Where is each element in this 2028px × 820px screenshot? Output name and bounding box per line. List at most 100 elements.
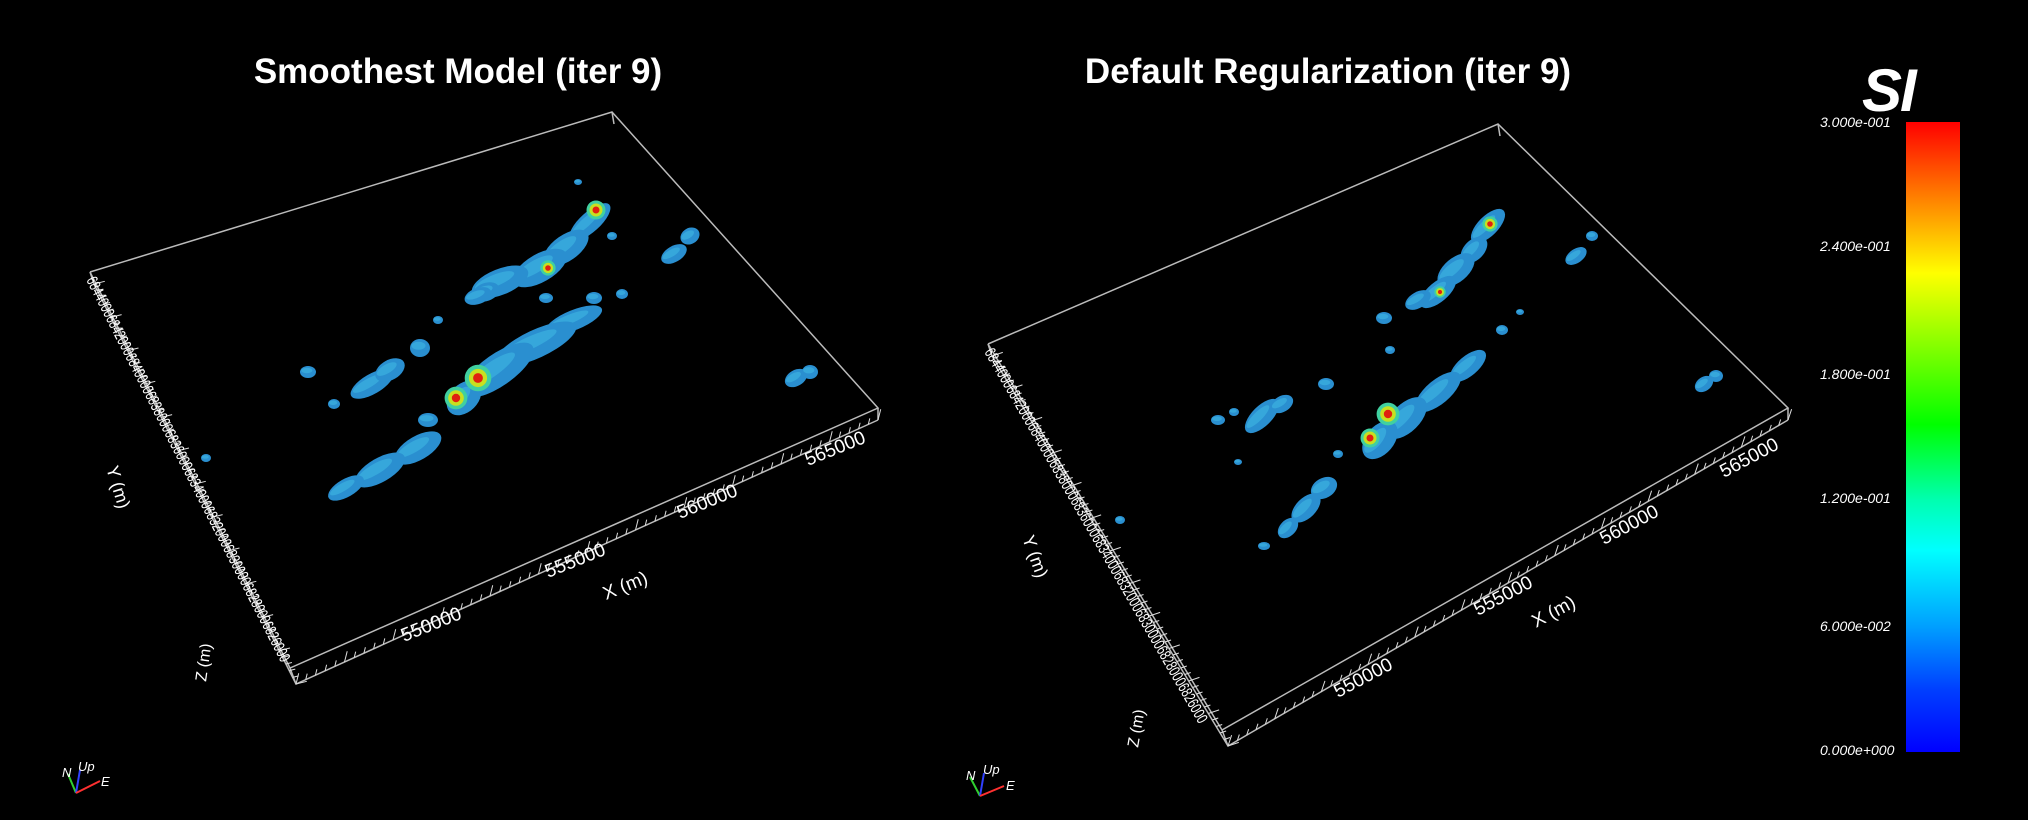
axis-tick <box>282 655 289 658</box>
left-anomaly-bodies <box>201 179 818 501</box>
axis-tick <box>838 431 842 438</box>
axis-tick <box>1647 490 1653 502</box>
axis-tick <box>1035 425 1042 428</box>
axis-tick <box>1619 511 1623 518</box>
anomaly-body-highlight <box>201 455 209 459</box>
anomaly-body-highlight <box>352 374 383 393</box>
anomaly-body-highlight <box>1710 371 1720 378</box>
left-x-axis-ticks <box>295 409 882 685</box>
axis-tick <box>625 528 628 535</box>
axis-tick <box>215 522 222 525</box>
axis-tick <box>231 555 239 558</box>
right-3d-view[interactable]: 550000 555000 560000 565000 X (m) 684400… <box>966 123 1793 797</box>
axis-tick <box>761 466 764 473</box>
axis-tick <box>1098 529 1105 532</box>
axis-tick <box>353 651 357 658</box>
anomaly-body-highlight <box>1406 293 1424 306</box>
axis-tick <box>245 580 257 585</box>
anomaly-peak <box>1487 221 1493 227</box>
anomaly-body-highlight <box>1451 355 1477 377</box>
anomaly-peak <box>545 265 551 271</box>
axis-tick <box>770 462 774 469</box>
axis-tick <box>285 662 293 665</box>
anomaly-body-highlight <box>357 458 393 481</box>
axis-tick <box>1740 436 1746 448</box>
axis-tick <box>272 635 279 638</box>
axis-tick <box>201 495 208 498</box>
anomaly-body-highlight <box>587 293 599 300</box>
axis-tick <box>204 502 212 505</box>
left-3d-view[interactable]: 550000 555000 560000 565000 X (m) 684400… <box>62 111 882 794</box>
axis-tick <box>235 562 242 565</box>
axis-tick <box>1007 379 1014 383</box>
axis-tick <box>460 603 463 610</box>
anomaly-body-highlight <box>1586 232 1596 237</box>
colorbar-tick-min: 0.000e+000 <box>1820 742 1895 758</box>
axis-tick <box>255 602 262 605</box>
right-orient-north: N <box>966 768 976 783</box>
axis-tick <box>1184 672 1191 675</box>
axis-tick <box>644 519 648 526</box>
axis-tick <box>693 497 696 504</box>
axis-tick <box>1358 663 1362 671</box>
axis-tick <box>107 308 114 312</box>
axis-tick <box>421 620 425 627</box>
axis-tick <box>344 651 348 663</box>
axis-tick <box>1703 462 1707 470</box>
axis-tick <box>1554 544 1559 556</box>
axis-tick <box>1090 514 1102 519</box>
left-x-axis-label: X (m) <box>600 568 651 605</box>
anomaly-body-highlight <box>1439 259 1464 281</box>
right-x-tick-label-3: 560000 <box>1596 501 1662 549</box>
axis-tick <box>799 449 803 456</box>
axis-tick <box>741 475 745 482</box>
axis-tick <box>324 664 328 671</box>
anomaly-body-highlight <box>1246 405 1270 428</box>
anomaly-peak <box>1366 434 1374 442</box>
axis-tick <box>1246 728 1250 736</box>
axis-tick <box>1223 737 1231 740</box>
axis-tick <box>1094 522 1101 526</box>
axis-tick <box>1320 680 1326 692</box>
colorbar <box>1906 122 1960 752</box>
axis-tick <box>167 428 175 432</box>
right-y-tick-text: 6844000684200068400006838000683600068340… <box>981 346 1211 727</box>
axis-tick <box>1208 709 1220 714</box>
axis-tick <box>1192 685 1199 688</box>
anomaly-body-highlight <box>433 317 441 321</box>
axis-tick <box>262 614 274 618</box>
axis-tick <box>211 514 223 518</box>
axis-tick <box>1031 416 1043 422</box>
anomaly-body-highlight <box>1695 378 1708 389</box>
axis-tick <box>1432 620 1436 627</box>
axis-tick <box>1666 484 1670 491</box>
axis-tick <box>334 660 337 667</box>
axis-tick <box>664 510 667 517</box>
left-bounding-box <box>89 111 880 685</box>
axis-tick <box>1058 464 1066 467</box>
axis-tick <box>194 480 206 485</box>
anomaly-body-highlight <box>397 437 430 458</box>
axis-tick <box>683 497 688 509</box>
axis-tick <box>1141 600 1148 604</box>
axis-tick <box>1712 457 1716 464</box>
axis-tick <box>238 568 245 572</box>
axis-tick <box>1172 652 1180 656</box>
axis-tick <box>1610 517 1614 524</box>
anomaly-body-highlight <box>301 367 313 374</box>
axis-tick <box>161 414 173 418</box>
anomaly-body-highlight <box>1496 326 1506 331</box>
axis-tick <box>1145 607 1152 610</box>
axis-tick <box>1348 669 1352 676</box>
axis-tick <box>479 594 483 601</box>
axis-tick <box>144 380 156 385</box>
axis-tick <box>191 475 198 478</box>
axis-tick <box>382 638 386 645</box>
axis-tick <box>1274 707 1279 719</box>
axis-tick <box>110 314 122 318</box>
axis-tick <box>858 422 861 429</box>
anomaly-body-highlight <box>419 415 434 422</box>
axis-tick <box>141 375 148 378</box>
axis-tick <box>1015 392 1022 396</box>
